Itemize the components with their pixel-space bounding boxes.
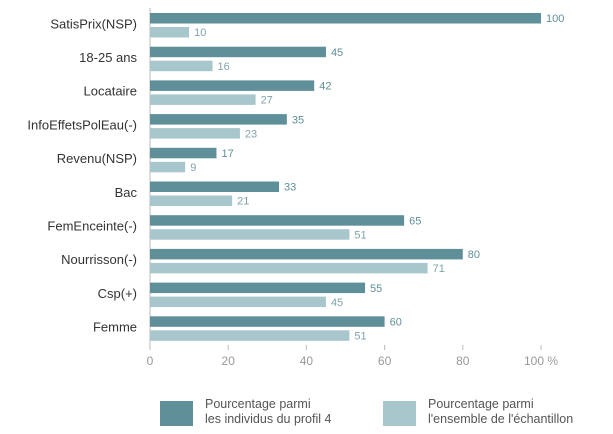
value-label: 45 — [331, 47, 343, 59]
bar — [150, 60, 213, 72]
chart: 0 20 40 60 80 100 % SatisPrix(NSP) 100 10 18-25 a… — [27, 8, 564, 368]
legend-swatch — [160, 401, 193, 426]
bar — [150, 13, 541, 24]
y-tick-label: Csp(+) — [98, 286, 137, 301]
bar — [150, 46, 326, 58]
value-label: 42 — [319, 81, 331, 93]
value-label: 65 — [409, 215, 421, 227]
y-tick-label: SatisPrix(NSP) — [50, 16, 137, 31]
bar — [150, 248, 463, 260]
bar — [150, 80, 315, 91]
bar — [150, 128, 240, 139]
y-tick-label: Bac — [115, 185, 138, 200]
bar — [150, 114, 287, 125]
bar — [150, 147, 217, 159]
x-tick-label: 60 — [378, 354, 392, 368]
bar — [150, 181, 280, 192]
y-tick-label: Locataire — [84, 84, 137, 99]
x-tick-label: 80 — [456, 354, 470, 368]
value-label: 60 — [390, 316, 402, 328]
value-label: 100 — [546, 13, 564, 25]
bar — [150, 27, 190, 38]
value-label: 80 — [468, 249, 480, 261]
bar — [150, 330, 350, 341]
value-label: 23 — [245, 128, 257, 140]
value-label: 55 — [370, 283, 382, 295]
y-tick-label: Femme — [93, 320, 137, 335]
y-tick-label: Revenu(NSP) — [57, 151, 137, 166]
legend-label: Pourcentage parmi les individus du profi… — [205, 397, 332, 426]
value-label: 16 — [218, 61, 230, 73]
value-label: 10 — [194, 27, 206, 39]
value-label: 45 — [331, 297, 343, 309]
value-label: 21 — [237, 196, 249, 208]
bar — [150, 262, 428, 274]
value-label: 33 — [284, 182, 296, 194]
x-tick-label: 100 % — [524, 354, 558, 368]
legend-label: Pourcentage parmi l'ensemble de l'échant… — [428, 397, 574, 426]
bar — [150, 195, 233, 206]
bar — [150, 94, 256, 105]
y-tick-label: InfoEffetsPolEau(-) — [27, 117, 137, 132]
value-label: 51 — [354, 229, 366, 241]
value-label: 35 — [292, 114, 304, 126]
value-label: 71 — [433, 263, 445, 275]
y-tick-label: Nourrisson(-) — [61, 252, 137, 267]
bar — [150, 282, 366, 294]
bar — [150, 316, 385, 327]
bar — [150, 296, 326, 308]
value-label: 17 — [221, 148, 233, 160]
legend-swatch — [383, 401, 416, 426]
bar — [150, 161, 186, 173]
y-tick-label: 18-25 ans — [79, 50, 137, 65]
x-tick-label: 40 — [300, 354, 314, 368]
bar — [150, 215, 405, 226]
value-label: 9 — [190, 162, 196, 174]
y-tick-label: FemEnceinte(-) — [47, 218, 137, 233]
value-label: 27 — [261, 95, 273, 107]
legend-item: Pourcentage parmi les individus du profi… — [160, 397, 331, 427]
x-tick-label: 20 — [222, 354, 236, 368]
value-label: 51 — [354, 330, 366, 342]
x-tick-label: 0 — [147, 354, 154, 368]
bar — [150, 229, 350, 240]
legend-item: Pourcentage parmi l'ensemble de l'échant… — [383, 397, 573, 427]
